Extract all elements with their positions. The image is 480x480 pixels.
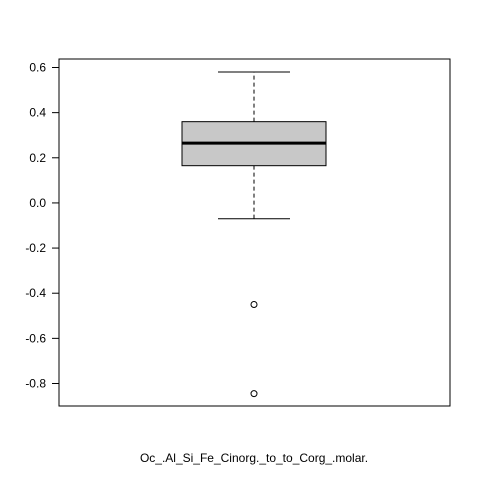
y-tick-label: 0.2 <box>29 151 46 165</box>
y-tick-label: 0.0 <box>29 196 46 210</box>
x-axis-label: Oc_.Al_Si_Fe_Cinorg._to_to_Corg_.molar. <box>140 451 368 465</box>
y-tick-label: -0.6 <box>25 331 46 345</box>
outlier-point <box>250 301 258 308</box>
box-group <box>181 71 327 398</box>
y-tick-label: -0.8 <box>25 377 46 391</box>
y-tick-label: -0.2 <box>25 241 46 255</box>
y-tick-label: -0.4 <box>25 286 46 300</box>
outlier-point <box>250 390 258 398</box>
y-axis: 0.6 0.4 0.2 0.0 -0.2 -0.4 -0.6 -0.8 <box>25 61 60 391</box>
y-tick-label: 0.6 <box>29 61 46 75</box>
y-tick-label: 0.4 <box>29 106 46 120</box>
